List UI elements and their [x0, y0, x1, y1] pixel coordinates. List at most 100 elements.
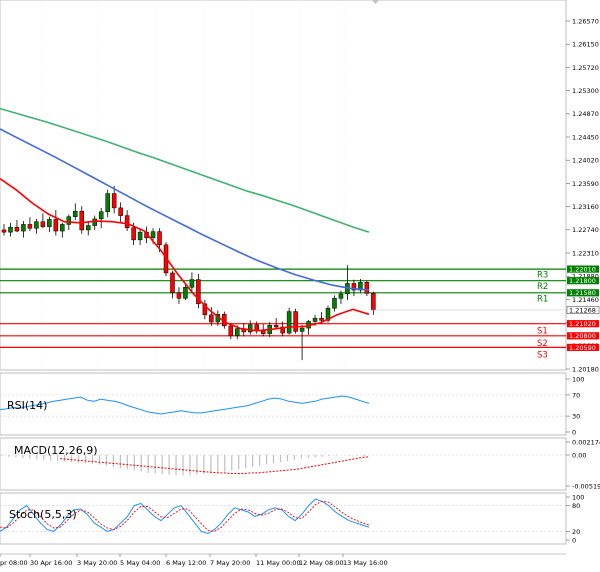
- level-price-label: 1.21580: [569, 289, 596, 297]
- macd-label: MACD(12,26,9): [14, 444, 98, 457]
- candle-bear: [351, 283, 357, 291]
- candle-bear: [131, 227, 136, 241]
- price-pane-frame: [0, 0, 567, 371]
- indicator-tick-label: 0: [572, 536, 576, 544]
- candle-bear: [273, 325, 279, 328]
- candle-bear: [371, 293, 376, 311]
- shift-marker-icon[interactable]: [372, 0, 379, 4]
- macd-signal-line: [59, 456, 370, 474]
- price-tick-label: 1.24450: [572, 133, 599, 141]
- level-name-s2: S2: [537, 339, 548, 349]
- price-tick-label: 1.21880: [572, 273, 599, 281]
- price-tick-label: 1.24870: [572, 110, 599, 118]
- level-name-s3: S3: [537, 350, 548, 360]
- level-name-r2: R2: [537, 282, 548, 292]
- candle-bull: [312, 317, 318, 322]
- ma-slow-line: [0, 107, 370, 233]
- time-tick-label: 30 Apr 16:00: [30, 559, 72, 567]
- level-price-tag: [567, 320, 599, 328]
- time-tick-label: 5 May 04:00: [120, 559, 160, 567]
- level-name-r1: R1: [537, 294, 548, 304]
- indicator-tick-label: 0.00: [572, 451, 586, 459]
- time-axis: pr 08:00 30 Apr 16:00 3 May 20:00 5 May 04:…: [0, 553, 566, 567]
- current-price-label: 1.21268: [569, 306, 596, 314]
- candle-bull: [247, 324, 253, 333]
- candle-bull: [34, 221, 39, 229]
- indicator-tick-label: 80: [572, 502, 580, 510]
- candle-bear: [209, 314, 214, 323]
- indicator-tick-label: 0: [572, 428, 576, 436]
- candle-bull: [8, 226, 13, 233]
- stoch-label: Stoch(5,5,3): [9, 508, 77, 521]
- indicator-tick-label: 70: [572, 391, 580, 399]
- indicator-tick-label: 20: [572, 528, 580, 536]
- rsi-line: [0, 395, 370, 415]
- candle-bear: [280, 326, 285, 334]
- candle-bull: [66, 216, 72, 225]
- candle-bull: [332, 298, 337, 309]
- candle-bull: [286, 311, 292, 334]
- candle-bull: [338, 293, 344, 299]
- candle-bear: [202, 303, 208, 316]
- indicator-tick-label: 30: [572, 413, 580, 421]
- candle-bull: [235, 328, 240, 337]
- candle-bull: [299, 327, 305, 332]
- time-tick-label: 13 May 16:00: [343, 559, 388, 567]
- candle-bear: [228, 325, 234, 337]
- rsi-label: RSI(14): [7, 399, 47, 412]
- time-tick-label: 6 May 12:00: [166, 559, 206, 567]
- time-tick-label: 12 May 08:00: [299, 559, 344, 567]
- price-tick-label: 1.23590: [572, 180, 599, 188]
- time-tick-label: 3 May 20:00: [77, 559, 117, 567]
- price-tick-label: 1.20180: [572, 365, 599, 373]
- level-price-label: 1.20590: [569, 344, 596, 352]
- candle-bull: [92, 218, 97, 226]
- level-price-tag: [567, 332, 599, 340]
- price-tick-label: 1.22740: [572, 226, 599, 234]
- level-name-r3: R3: [537, 271, 548, 281]
- macd-pane: 0.002174 0.00 -0.005191 MACD(12,26,9): [0, 437, 600, 491]
- candle-bull: [189, 279, 195, 288]
- candle-bull: [325, 307, 331, 321]
- candle-bull: [183, 287, 188, 299]
- candle-bear: [196, 279, 201, 305]
- candle-bear: [176, 292, 182, 299]
- indicator-tick-label: 0.002174: [572, 438, 600, 446]
- level-price-label: 1.21020: [569, 320, 596, 328]
- level-price-tag: [567, 265, 599, 273]
- indicator-tick-label: 100: [572, 493, 584, 501]
- stoch-pane-frame: [0, 492, 567, 545]
- candle-bull: [85, 225, 91, 231]
- level-name-s1: S1: [537, 327, 548, 337]
- level-price-label: 1.22010: [569, 265, 596, 273]
- price-tick-label: 1.22310: [572, 249, 599, 257]
- candle-bear: [319, 317, 324, 321]
- price-tick-label: 1.23160: [572, 203, 599, 211]
- time-tick-label: pr 08:00: [0, 559, 28, 567]
- candle-bear: [14, 226, 20, 232]
- rsi-pane-frame: [0, 372, 567, 436]
- candle-bull: [21, 224, 26, 232]
- candle-bear: [40, 221, 46, 227]
- candle-bull: [47, 219, 52, 227]
- stoch-main-line: [0, 498, 370, 535]
- candle-bull: [150, 231, 156, 238]
- candle-bull: [105, 193, 110, 212]
- candle-bear: [254, 324, 259, 331]
- candle-bear: [293, 311, 298, 332]
- candle-bull: [60, 224, 65, 232]
- level-price-label: 1.20800: [569, 332, 596, 340]
- rsi-pane: 100 70 30 0 RSI(14): [0, 372, 584, 436]
- candle-bear: [170, 272, 175, 294]
- candle-bear: [111, 193, 117, 209]
- time-tick-label: 7 May 20:00: [210, 559, 250, 567]
- indicator-tick-label: 100: [572, 375, 584, 383]
- candle-bear: [1, 229, 7, 233]
- level-price-tag: [567, 277, 599, 285]
- current-price-tag: [566, 306, 600, 314]
- price-tick-label: 1.26150: [572, 41, 599, 49]
- candle-bear: [157, 231, 162, 246]
